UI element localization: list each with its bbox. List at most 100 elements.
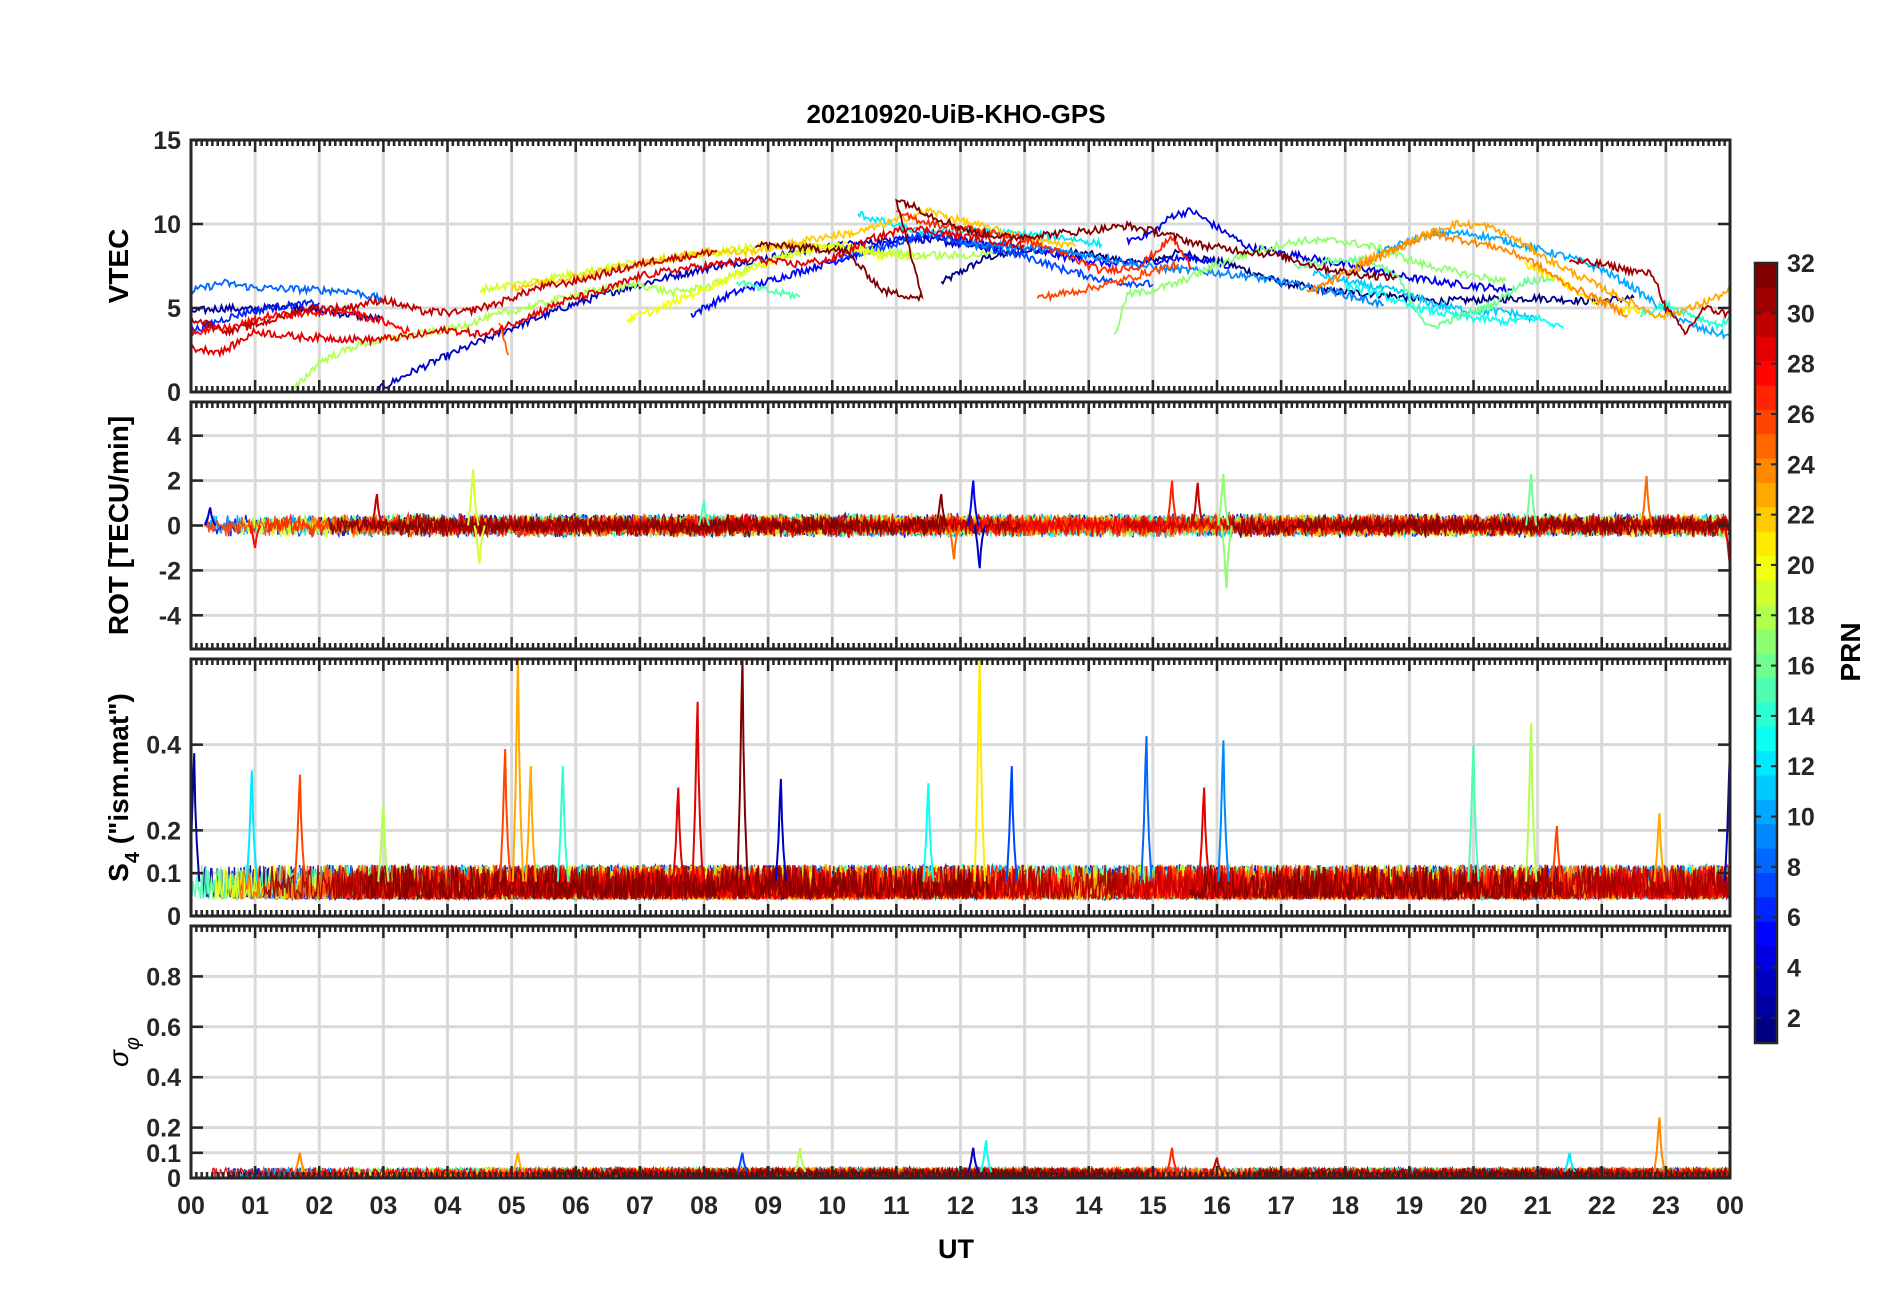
colorbar-tick-label: 28 [1787,351,1815,379]
spike-prn-12 [1563,1152,1576,1173]
y-tick-label: -2 [159,557,181,585]
spike-prn-8 [1140,736,1153,882]
data-layer [203,469,1730,589]
x-tick-label: 01 [241,1192,269,1220]
spike-prn-19 [473,525,486,564]
series-prn-6 [191,298,320,335]
x-tick-label: 13 [1011,1192,1039,1220]
x-tick-label: 18 [1331,1192,1359,1220]
colorbar-tick-label: 16 [1787,653,1815,681]
spike-prn-29 [691,701,704,882]
x-tick-label: 20 [1460,1192,1488,1220]
series-prn-4 [1126,207,1513,294]
colorbar-tick-label: 4 [1787,955,1801,983]
x-tick-label: 19 [1395,1192,1423,1220]
y-tick-label: 0.4 [146,732,181,760]
y-tick-label: 0.6 [146,1014,181,1042]
x-tick-label: 17 [1267,1192,1295,1220]
spike-prn-7 [736,1152,749,1173]
series-prn-32 [1230,513,1730,538]
spike-prn-23 [1653,813,1666,882]
y-axis-label: σφ [103,1037,144,1067]
spike-prn-3 [967,1147,980,1173]
y-tick-label: 5 [167,295,181,323]
colorbar-tick-label: 18 [1787,602,1815,630]
y-axis-label: ROT [TECU/min] [103,416,134,635]
series-prn-27 [896,210,1192,277]
series-prn-32 [327,510,946,538]
x-tick-label: 03 [369,1192,397,1220]
spike-prn-9 [1217,740,1230,882]
colorbar-tick-label: 26 [1787,401,1815,429]
colorbar-tick-label: 2 [1787,1005,1801,1033]
spike-prn-3 [1723,748,1730,882]
x-tick-label: 14 [1075,1192,1103,1220]
spike-prn-24 [293,1152,307,1173]
spike-prn-24 [1653,1117,1666,1173]
colorbar-tick-label: 8 [1787,854,1801,882]
spike-prn-25 [1640,475,1653,526]
spike-prn-26 [499,748,512,882]
series-prn-31 [1336,513,1730,537]
spike-prn-17 [1217,473,1230,526]
spike-prn-29 [1723,525,1730,567]
colorbar-label: PRN [1835,622,1866,681]
colorbar-tick-label: 20 [1787,552,1815,580]
y-axis-label: S4 ("ism.mat") [103,693,144,882]
spike-prn-18 [377,804,390,882]
spike-prn-13 [980,1140,993,1173]
y-tick-label: 0.1 [146,860,181,888]
y-tick-label: 0.8 [146,963,181,991]
series-prn-32 [1189,864,1563,902]
x-tick-label: 09 [754,1192,782,1220]
series-prn-5 [690,230,1231,319]
series-prn-15 [735,280,801,301]
y-tick-label: 0 [167,1165,181,1193]
spike-prn-18 [794,1147,807,1173]
series-prn-8 [191,278,385,304]
x-tick-label: 04 [434,1192,462,1220]
series-prn-31 [1568,256,1730,336]
spike-prn-3 [973,525,986,569]
spike-prn-13 [922,783,935,882]
y-axis-label: VTEC [103,229,134,304]
x-tick-label: 08 [690,1192,718,1220]
x-tick-label: 23 [1652,1192,1680,1220]
spike-prn-15 [697,500,711,526]
spike-prn-32 [736,659,749,882]
y-tick-label: -4 [159,602,181,630]
y-tick-label: 15 [153,127,181,155]
x-tick-label: 16 [1203,1192,1231,1220]
x-tick-label: 05 [498,1192,526,1220]
spike-prn-18 [1525,723,1538,882]
x-tick-label: 11 [883,1192,910,1220]
x-tick-label: 00 [1716,1192,1744,1220]
x-tick-label: 07 [626,1192,654,1220]
x-tick-label: 21 [1524,1192,1552,1220]
panel-1: 0 5 10 15 VTEC [103,127,1732,407]
x-tick-label: 15 [1139,1192,1167,1220]
series-prn-30 [1126,513,1723,538]
grid [191,926,1730,1178]
spike-prn-23 [511,1152,525,1173]
spike-prn-7 [1005,766,1018,882]
series-prn-17 [1113,235,1507,335]
panel-4: 00.10.2 0.4 0.6 0.8 σφ 00 01 02 03 04 05 06 07 08 09 10… [103,924,1744,1220]
x-ticks [189,926,1732,1178]
x-tick-label: 00 [177,1192,205,1220]
x-tick-label: 22 [1588,1192,1616,1220]
panel-3: 0 0.1 0.2 0.4S4 ("ism.mat") [103,657,1732,931]
spike-prn-26 [1550,825,1563,882]
y-tick-label: 0.2 [146,1115,181,1143]
spike-prn-29 [672,787,685,882]
series-prn-24 [1306,229,1629,319]
spike-prn-28 [249,525,262,549]
spike-prn-14 [556,766,570,882]
y-tick-label: 0.1 [146,1140,181,1168]
spike-prn-3 [774,778,788,882]
spike-prn-15 [1467,744,1480,882]
spike-prn-30 [370,493,384,526]
spike-prn-32 [935,493,948,526]
spike-prn-4 [967,480,980,526]
